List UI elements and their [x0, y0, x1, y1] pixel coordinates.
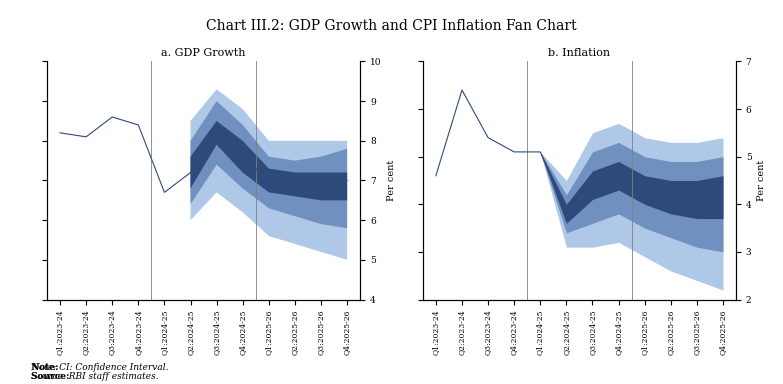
- Title: b. Inflation: b. Inflation: [548, 48, 611, 58]
- Text: Source: RBI staff estimates.: Source: RBI staff estimates.: [31, 372, 159, 381]
- Text: Note:: Note:: [31, 363, 62, 372]
- Title: a. GDP Growth: a. GDP Growth: [161, 48, 246, 58]
- Text: Source:: Source:: [31, 372, 73, 381]
- Y-axis label: Per cent: Per cent: [757, 160, 767, 201]
- Y-axis label: Per cent: Per cent: [387, 160, 396, 201]
- Text: Note: CI: Confidence Interval.: Note: CI: Confidence Interval.: [31, 363, 169, 372]
- Text: Chart III.2: GDP Growth and CPI Inflation Fan Chart: Chart III.2: GDP Growth and CPI Inflatio…: [206, 19, 577, 33]
